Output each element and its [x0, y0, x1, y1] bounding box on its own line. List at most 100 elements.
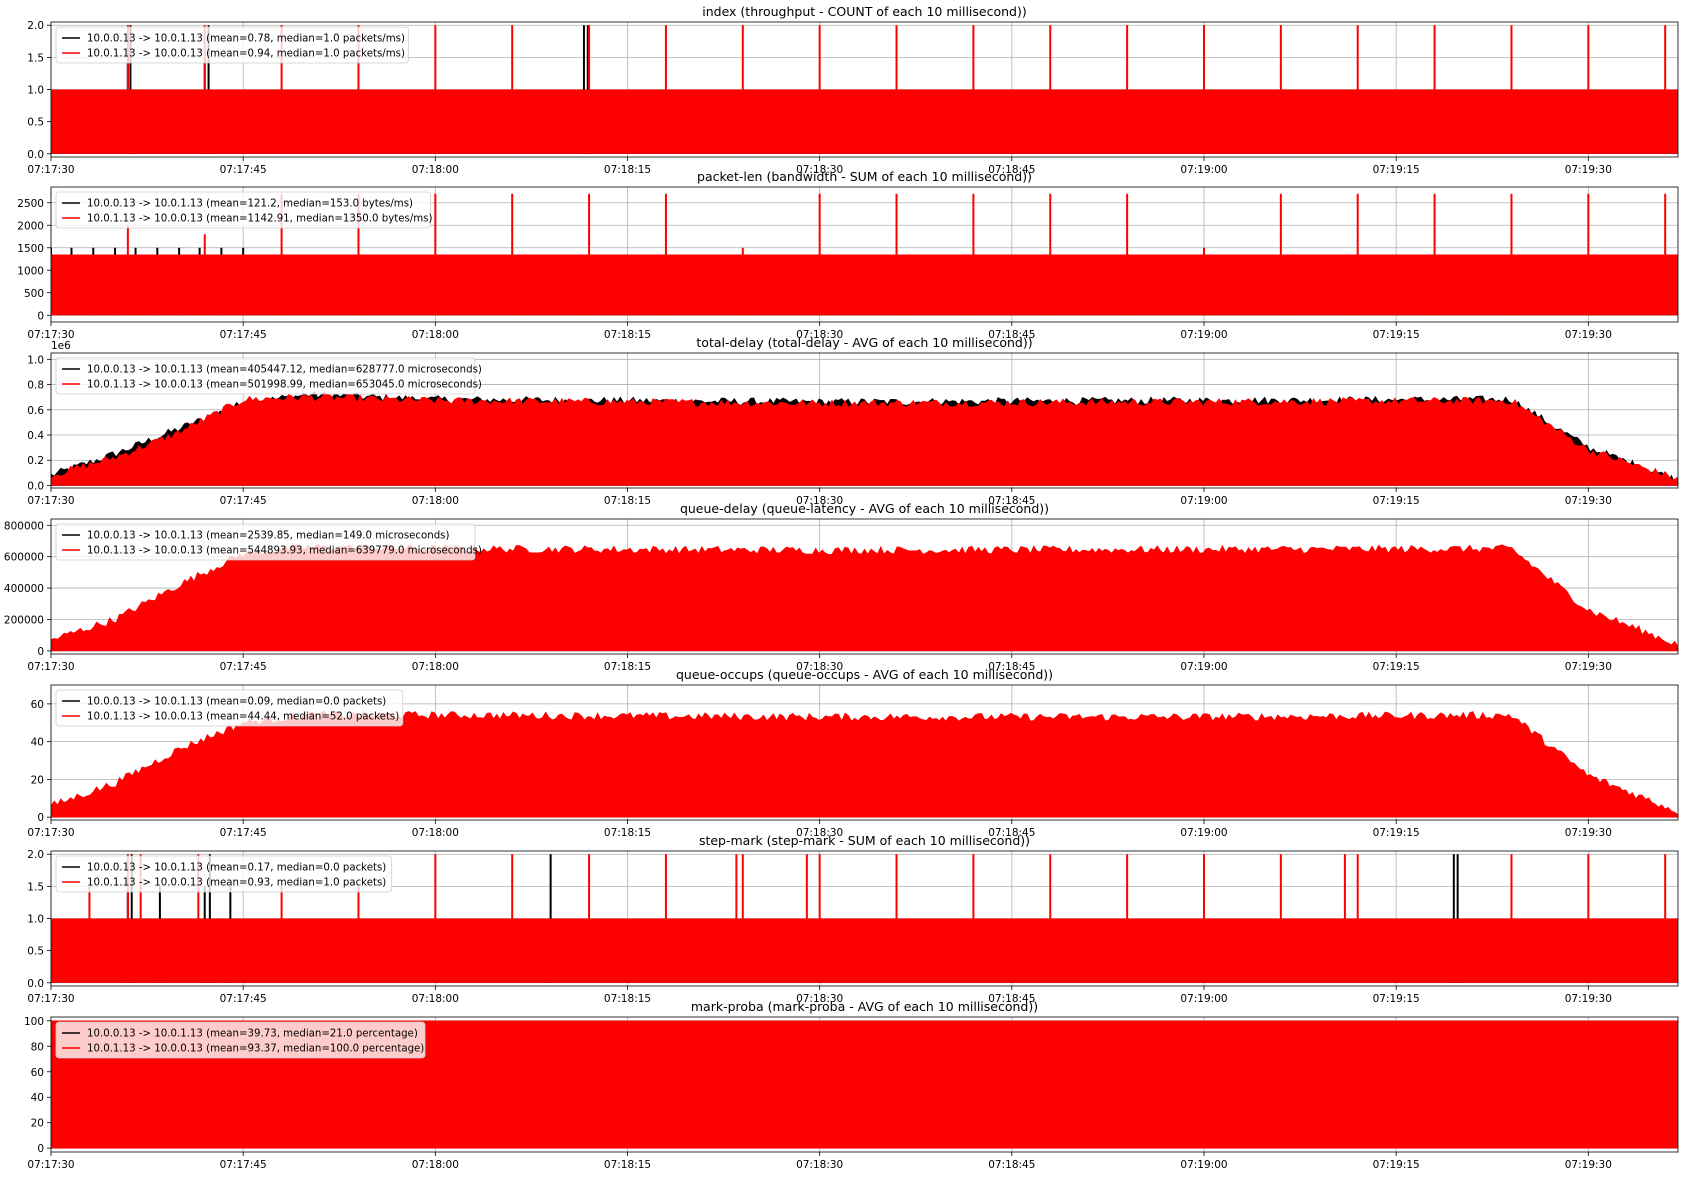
x-tick-label: 07:18:15: [604, 661, 651, 673]
legend-label: 10.0.1.13 -> 10.0.0.13 (mean=44.44, medi…: [87, 712, 399, 723]
legend: 10.0.0.13 -> 10.0.1.13 (mean=121.2, medi…: [55, 191, 432, 229]
x-tick-label: 07:18:00: [412, 661, 459, 673]
x-tick-label: 07:17:45: [220, 495, 267, 507]
subplot-title: total-delay (total-delay - AVG of each 1…: [696, 335, 1032, 350]
y-tick-label: 20: [31, 774, 44, 786]
y-tick-label: 80: [31, 1041, 44, 1053]
legend-label: 10.0.0.13 -> 10.0.1.13 (mean=121.2, medi…: [87, 199, 413, 210]
x-tick-label: 07:17:45: [220, 661, 267, 673]
legend: 10.0.0.13 -> 10.0.1.13 (mean=0.78, media…: [55, 26, 409, 64]
legend-label: 10.0.0.13 -> 10.0.1.13 (mean=0.78, media…: [87, 34, 405, 45]
y-tick-label: 1.5: [27, 881, 44, 893]
x-tick-label: 07:17:30: [27, 993, 74, 1005]
legend-box: [55, 523, 476, 561]
x-tick-label: 07:19:30: [1565, 164, 1612, 176]
axes-frame: [50, 1016, 1679, 1153]
y-tick-label: 0: [37, 646, 44, 658]
x-tick-label: 07:19:30: [1565, 329, 1612, 341]
x-tick-label: 07:18:30: [796, 164, 843, 176]
legend-label: 10.0.0.13 -> 10.0.1.13 (mean=2539.85, me…: [87, 531, 449, 542]
y-tick-label: 600000: [4, 552, 44, 564]
x-tick-label: 07:19:30: [1565, 827, 1612, 839]
x-tick-label: 07:19:15: [1373, 993, 1420, 1005]
y-tick-label: 60: [31, 1067, 44, 1079]
y-tick-label: 0.8: [27, 380, 44, 392]
legend-label: 10.0.1.13 -> 10.0.0.13 (mean=0.93, media…: [87, 878, 386, 889]
x-tick-label: 07:19:30: [1565, 661, 1612, 673]
series-area: [51, 710, 1678, 818]
x-tick-label: 07:18:00: [412, 164, 459, 176]
subplot-5: 0 20 40 60 07:17:30 07:17:45 07:18:00 07:18:15 0…: [27, 667, 1679, 839]
x-tick-label: 07:19:30: [1565, 1159, 1612, 1171]
x-tick-label: 07:18:30: [796, 1159, 843, 1171]
plot-area: [51, 390, 1678, 486]
subplot-2: 0 500 1000 1500 2000 2500 07:17:30 07:17:45 07:1…: [17, 169, 1679, 341]
x-tick-label: 07:18:30: [796, 827, 843, 839]
x-tick-label: 07:18:45: [988, 1159, 1035, 1171]
y-tick-label: 20: [31, 1118, 44, 1130]
y-tick-label: 0.5: [27, 946, 44, 958]
x-tick-label: 07:19:15: [1373, 329, 1420, 341]
y-tick-label: 800000: [4, 520, 44, 532]
subplot-1: 0.0 0.5 1.0 1.5 2.0 07:17:30 07:17:45 07:18:00 0…: [27, 4, 1679, 176]
y-tick-label: 200000: [4, 614, 44, 626]
x-tick-label: 07:17:45: [220, 164, 267, 176]
series-2: [51, 193, 1678, 316]
x-tick-label: 07:19:00: [1180, 827, 1227, 839]
y-tick-label: 500: [24, 288, 44, 300]
x-tick-label: 07:18:45: [988, 164, 1035, 176]
x-tick-label: 07:18:15: [604, 329, 651, 341]
plot-area: [51, 854, 1678, 983]
x-tick-label: 07:19:00: [1180, 1159, 1227, 1171]
subplot-4: 0 200000 400000 600000 800000 07:17:30 07:17:4…: [4, 501, 1679, 673]
subplot-title: queue-delay (queue-latency - AVG of each…: [680, 501, 1049, 516]
x-tick-label: 07:17:30: [27, 495, 74, 507]
subplot-title: index (throughput - COUNT of each 10 mil…: [702, 4, 1026, 19]
y-tick-label: 1.0: [27, 85, 44, 97]
series-fill: [51, 254, 1678, 316]
axes-frame: [50, 518, 1679, 655]
x-tick-label: 07:18:45: [988, 993, 1035, 1005]
legend: 10.0.0.13 -> 10.0.1.13 (mean=405447.12, …: [55, 357, 482, 395]
y-tick-label: 1.0: [27, 354, 44, 366]
y-tick-label: 1000: [17, 265, 44, 277]
y-tick-label: 60: [31, 699, 44, 711]
legend: 10.0.0.13 -> 10.0.1.13 (mean=2539.85, me…: [55, 523, 482, 561]
x-tick-label: 07:18:30: [796, 329, 843, 341]
x-tick-label: 07:18:45: [988, 827, 1035, 839]
legend: 10.0.0.13 -> 10.0.1.13 (mean=0.17, media…: [55, 855, 393, 893]
axes-frame: [50, 352, 1679, 489]
legend-box: [55, 357, 476, 395]
x-tick-label: 07:18:30: [796, 495, 843, 507]
y-tick-label: 0: [37, 1143, 44, 1155]
x-tick-label: 07:17:45: [220, 993, 267, 1005]
x-tick-label: 07:17:45: [220, 827, 267, 839]
axes-frame: [50, 186, 1679, 323]
series-2: [51, 393, 1678, 486]
x-tick-label: 07:18:00: [412, 827, 459, 839]
x-tick-label: 07:19:15: [1373, 495, 1420, 507]
y-tick-label: 0: [37, 812, 44, 824]
x-tick-label: 07:19:15: [1373, 164, 1420, 176]
subplot-title: step-mark (step-mark - SUM of each 10 mi…: [699, 833, 1030, 848]
series-2: [51, 1020, 1678, 1149]
legend-label: 10.0.1.13 -> 10.0.0.13 (mean=93.37, medi…: [87, 1044, 424, 1055]
x-tick-label: 07:17:30: [27, 329, 74, 341]
subplot-title: mark-proba (mark-proba - AVG of each 10 …: [691, 999, 1038, 1014]
x-tick-label: 07:18:00: [412, 495, 459, 507]
subplot-title: queue-occups (queue-occups - AVG of each…: [676, 667, 1053, 682]
legend: 10.0.0.13 -> 10.0.1.13 (mean=0.09, media…: [55, 689, 404, 727]
x-tick-label: 07:18:15: [604, 993, 651, 1005]
legend-label: 10.0.1.13 -> 10.0.0.13 (mean=544893.93, …: [87, 546, 482, 557]
legend-label: 10.0.0.13 -> 10.0.1.13 (mean=39.73, medi…: [87, 1029, 418, 1040]
x-tick-label: 07:17:45: [220, 329, 267, 341]
legend-label: 10.0.1.13 -> 10.0.0.13 (mean=1142.91, me…: [87, 214, 432, 225]
x-tick-label: 07:18:30: [796, 993, 843, 1005]
x-tick-label: 07:17:30: [27, 1159, 74, 1171]
legend-label: 10.0.1.13 -> 10.0.0.13 (mean=0.94, media…: [87, 49, 405, 60]
x-tick-label: 07:19:15: [1373, 661, 1420, 673]
x-tick-label: 07:19:30: [1565, 495, 1612, 507]
series-2: [51, 854, 1678, 983]
y-tick-label: 400000: [4, 583, 44, 595]
legend-box: [55, 191, 431, 229]
